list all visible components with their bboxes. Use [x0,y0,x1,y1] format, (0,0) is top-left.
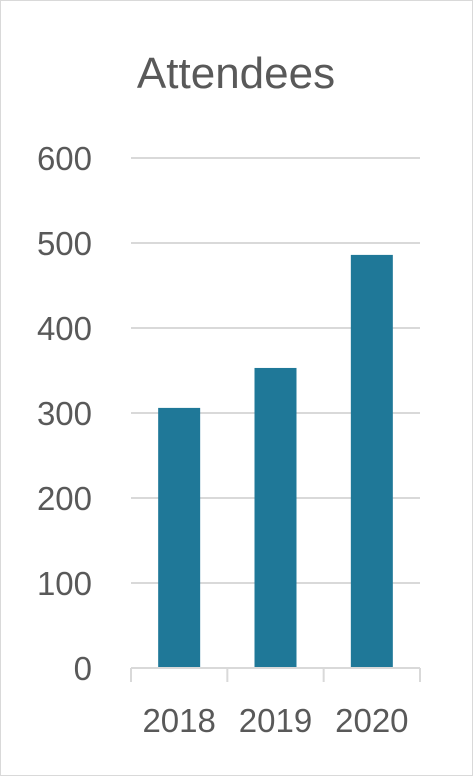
bar-2018 [158,407,201,668]
y-tick-label: 0 [74,650,92,687]
x-tick-label: 2020 [335,702,408,739]
chart-title: Attendees [137,49,335,98]
y-axis-tick-labels: 0 100 200 300 400 500 600 [37,140,92,687]
y-tick-label: 200 [37,480,92,517]
x-tick-label: 2018 [142,702,215,739]
y-tick-label: 500 [37,225,92,262]
bars [158,254,393,668]
y-tick-label: 100 [37,565,92,602]
x-axis [130,667,421,682]
x-axis-tick-labels: 2018 2019 2020 [142,702,408,739]
y-tick-label: 400 [37,310,92,347]
bar-2019 [254,367,297,668]
y-tick-label: 300 [37,395,92,432]
y-tick-label: 600 [37,140,92,177]
bar-2020 [350,254,393,668]
x-tick-label: 2019 [239,702,312,739]
